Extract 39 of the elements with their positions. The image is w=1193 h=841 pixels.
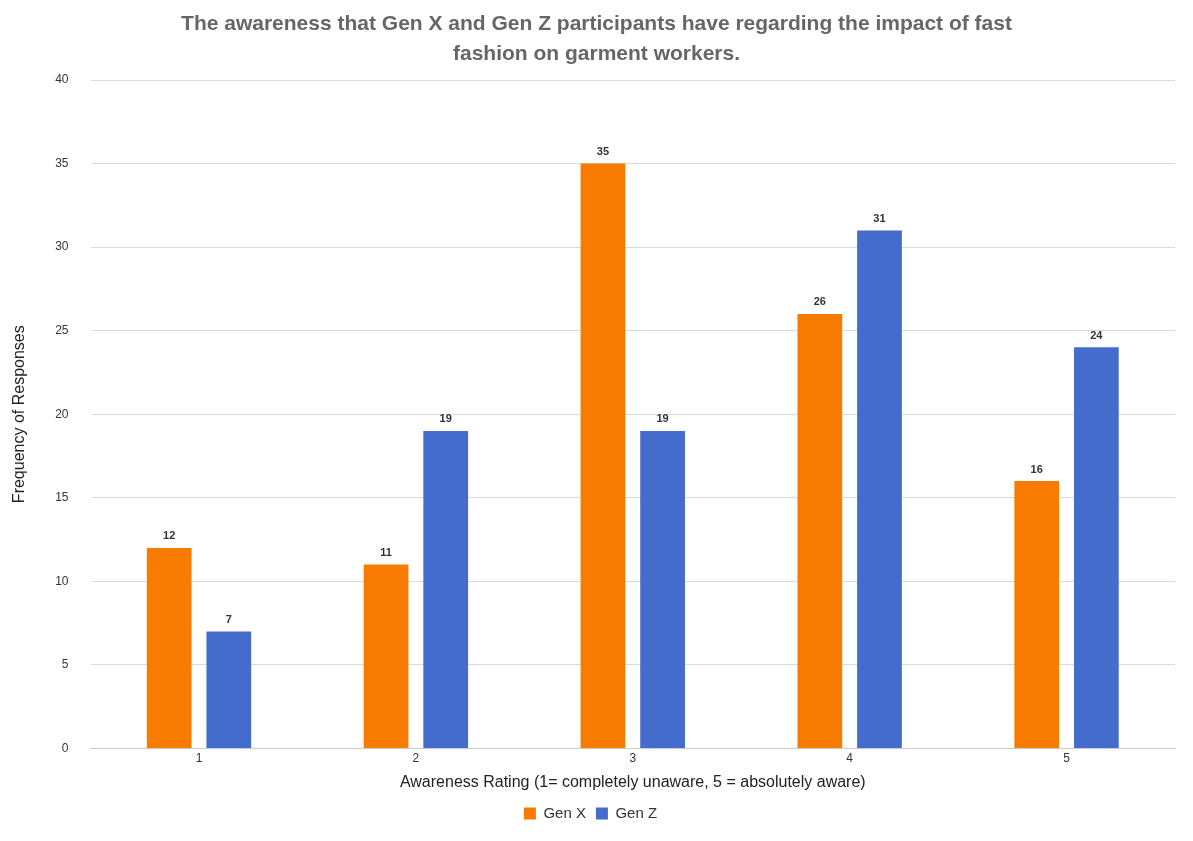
y-tick-label: 30 xyxy=(55,239,69,254)
data-label: 19 xyxy=(656,412,669,425)
data-label: 31 xyxy=(873,211,886,224)
bar xyxy=(1074,347,1119,748)
bar xyxy=(206,631,252,748)
bar xyxy=(580,163,626,748)
y-axis-title: Frequency of Responses xyxy=(10,325,28,504)
y-tick-label: 35 xyxy=(55,155,69,170)
data-label: 19 xyxy=(439,412,452,425)
bar xyxy=(146,547,192,748)
bar xyxy=(363,564,409,748)
data-label: 11 xyxy=(380,546,392,559)
bar xyxy=(1014,481,1060,748)
y-tick-label: 20 xyxy=(55,406,69,421)
x-tick-label: 1 xyxy=(195,750,203,765)
legend-label: Gen X xyxy=(543,803,586,821)
data-label: 16 xyxy=(1030,462,1043,475)
x-tick-label: 2 xyxy=(412,750,420,765)
x-tick-label: 3 xyxy=(629,750,637,765)
y-tick-label: 40 xyxy=(55,72,69,87)
chart-title: The awareness that Gen X and Gen Z participants have regarding the impact of fast fashion on garment workers. xyxy=(180,10,1013,66)
legend-label: Gen Z xyxy=(615,803,658,821)
x-tick-label: 5 xyxy=(1063,750,1071,765)
y-tick-label: 10 xyxy=(55,573,69,588)
bar xyxy=(423,430,469,748)
y-tick-label: 25 xyxy=(55,322,69,337)
bar xyxy=(640,430,685,748)
y-tick-label: 0 xyxy=(61,740,69,755)
y-tick-label: 5 xyxy=(61,657,69,672)
data-label: 12 xyxy=(163,529,176,542)
y-tick-label: 15 xyxy=(55,490,69,505)
data-label: 7 xyxy=(225,612,232,625)
x-tick-label: 4 xyxy=(846,750,854,765)
data-label: 26 xyxy=(813,295,826,308)
data-label: 35 xyxy=(596,145,610,158)
bar xyxy=(857,230,902,748)
x-axis-title: Awareness Rating (1= completely unaware, 5 = absolutely aware) xyxy=(399,772,866,790)
bar xyxy=(797,313,843,748)
data-label: 24 xyxy=(1090,328,1104,341)
